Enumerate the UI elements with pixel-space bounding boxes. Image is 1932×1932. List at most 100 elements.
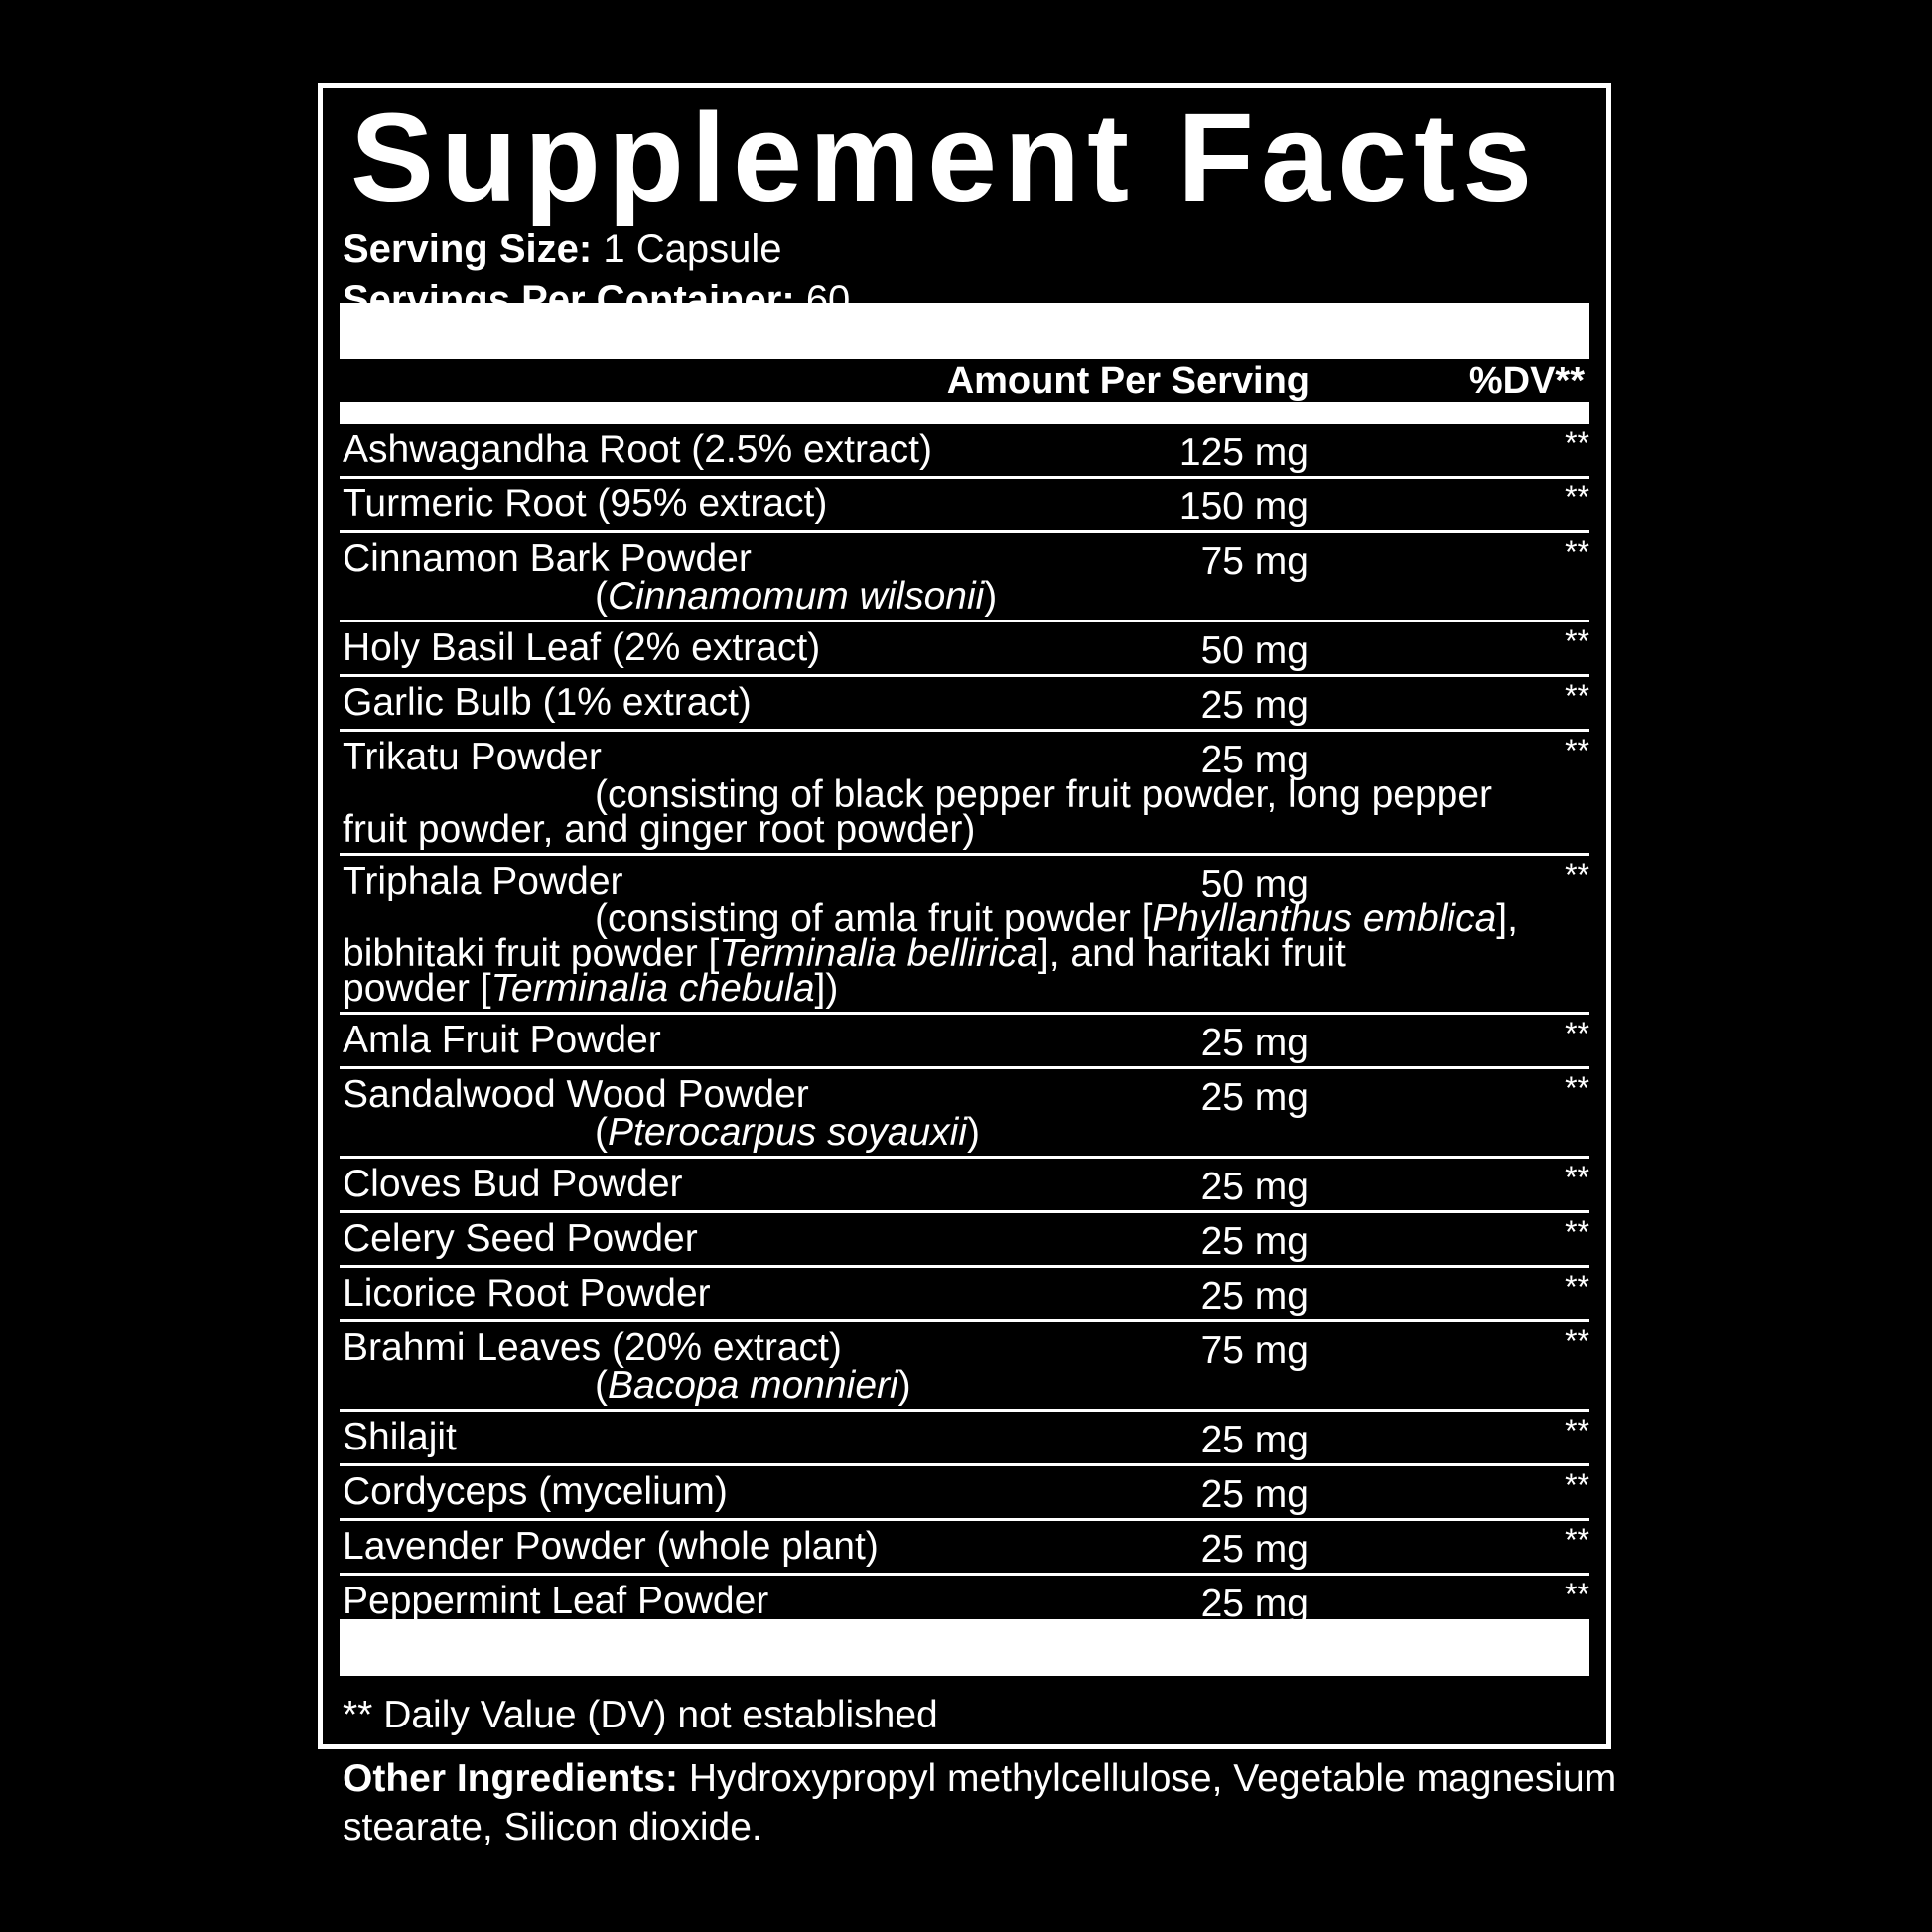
detail-text: ( [595, 1111, 608, 1154]
detail-text: bibhitaki fruit powder [ [343, 932, 720, 975]
ingredient-amount: 25 mg [1200, 1166, 1309, 1208]
ingredient-row: Lavender Powder (whole plant) 25 mg ** [340, 1521, 1589, 1576]
ingredient-row: Turmeric Root (95% extract) 150 mg ** [340, 479, 1589, 533]
botanical-name: Terminalia chebula [490, 967, 815, 1010]
detail-text: powder [ [343, 967, 491, 1010]
ingredient-dv: ** [1565, 857, 1589, 893]
detail-text: ) [897, 1364, 911, 1407]
ingredient-amount: 25 mg [1200, 684, 1309, 727]
botanical-name: Pterocarpus soyauxii [608, 1111, 968, 1154]
ingredient-amount: 75 mg [1200, 540, 1309, 583]
detail-text: (consisting of black pepper fruit powder… [595, 773, 1493, 816]
ingredient-name: Triphala Powder [343, 860, 623, 902]
botanical-name: Phyllanthus emblica [1152, 897, 1497, 940]
other-ingredients-value: Hydroxypropyl methylcellulose, Vegetable… [343, 1757, 1617, 1849]
ingredient-detail-line: bibhitaki fruit powder [Terminalia belli… [343, 934, 1589, 973]
detail-text: ( [595, 1364, 608, 1407]
ingredient-amount: 75 mg [1200, 1329, 1309, 1372]
ingredient-detail-line: powder [Terminalia chebula]) [343, 969, 1589, 1008]
detail-text: ], [1496, 897, 1518, 940]
ingredient-row: Celery Seed Powder 25 mg ** [340, 1213, 1589, 1268]
ingredient-detail-line: (Bacopa monnieri) [343, 1366, 1589, 1405]
ingredient-name: Lavender Powder (whole plant) [343, 1525, 879, 1568]
serving-size: Serving Size: 1 Capsule [343, 226, 781, 272]
ingredient-detail-line: fruit powder, and ginger root powder) [343, 810, 1589, 849]
ingredient-amount: 50 mg [1200, 629, 1309, 672]
other-ingredients-label: Other Ingredients: [343, 1757, 679, 1800]
ingredient-detail-line: (consisting of black pepper fruit powder… [343, 775, 1589, 814]
ingredient-dv: ** [1565, 1577, 1589, 1612]
ingredient-amount: 25 mg [1200, 1528, 1309, 1571]
ingredient-table: Ashwagandha Root (2.5% extract) 125 mg ** T… [340, 424, 1589, 1627]
ingredient-dv: ** [1565, 1522, 1589, 1558]
detail-text: fruit powder, and ginger root powder) [343, 808, 976, 851]
ingredient-name: Licorice Root Powder [343, 1272, 711, 1314]
serving-size-value: 1 Capsule [603, 227, 782, 271]
ingredient-amount: 25 mg [1200, 1583, 1309, 1625]
ingredient-dv: ** [1565, 1467, 1589, 1503]
serving-size-label: Serving Size: [343, 227, 593, 271]
ingredient-dv: ** [1565, 480, 1589, 515]
botanical-name: Bacopa monnieri [608, 1364, 898, 1407]
ingredient-row: Shilajit 25 mg ** [340, 1412, 1589, 1466]
bottom-thick-divider [340, 1619, 1589, 1676]
ingredient-row: Brahmi Leaves (20% extract) (Bacopa monni… [340, 1322, 1589, 1412]
ingredient-row: Sandalwood Wood Powder (Pterocarpus soyau… [340, 1069, 1589, 1159]
ingredient-dv: ** [1565, 1269, 1589, 1305]
ingredient-name: Cinnamon Bark Powder [343, 537, 752, 580]
daily-value-header: %DV** [1468, 360, 1585, 402]
ingredient-dv: ** [1565, 678, 1589, 714]
ingredient-amount: 125 mg [1178, 431, 1309, 474]
ingredient-row: Garlic Bulb (1% extract) 25 mg ** [340, 677, 1589, 732]
ingredient-dv: ** [1565, 534, 1589, 570]
ingredient-row: Ashwagandha Root (2.5% extract) 125 mg ** [340, 424, 1589, 479]
ingredient-amount: 25 mg [1200, 739, 1309, 781]
ingredient-name: Celery Seed Powder [343, 1217, 698, 1260]
ingredient-dv: ** [1565, 1214, 1589, 1250]
botanical-name: Terminalia bellirica [719, 932, 1038, 975]
ingredient-dv: ** [1565, 1070, 1589, 1106]
amount-per-serving-header: Amount Per Serving [946, 360, 1310, 402]
ingredient-amount: 25 mg [1200, 1419, 1309, 1461]
detail-text: ], and haritaki fruit [1037, 932, 1346, 975]
ingredient-dv: ** [1565, 1413, 1589, 1449]
ingredient-dv: ** [1565, 623, 1589, 659]
ingredient-amount: 25 mg [1200, 1022, 1309, 1064]
ingredient-name: Cloves Bud Powder [343, 1163, 683, 1205]
detail-text: ]) [814, 967, 839, 1010]
supplement-facts-panel: Supplement Facts Serving Size: 1 Capsule… [318, 83, 1611, 1749]
ingredient-dv: ** [1565, 733, 1589, 768]
detail-text: ( [595, 575, 608, 618]
ingredient-detail-line: (consisting of amla fruit powder [Phylla… [343, 899, 1589, 938]
ingredient-row: Cinnamon Bark Powder (Cinnamomum wilsonii… [340, 533, 1589, 622]
ingredient-name: Amla Fruit Powder [343, 1019, 661, 1061]
ingredient-name: Brahmi Leaves (20% extract) [343, 1326, 842, 1369]
ingredient-dv: ** [1565, 425, 1589, 461]
ingredient-row: Licorice Root Powder 25 mg ** [340, 1268, 1589, 1322]
ingredient-row: Holy Basil Leaf (2% extract) 50 mg ** [340, 622, 1589, 677]
ingredient-dv: ** [1565, 1160, 1589, 1195]
ingredient-row: Cordyceps (mycelium) 25 mg ** [340, 1466, 1589, 1521]
ingredient-name: Turmeric Root (95% extract) [343, 483, 828, 525]
ingredient-name: Trikatu Powder [343, 736, 602, 778]
ingredient-amount: 25 mg [1200, 1220, 1309, 1263]
detail-text: ) [967, 1111, 981, 1154]
ingredient-name: Garlic Bulb (1% extract) [343, 681, 752, 724]
ingredient-row: Triphala Powder (consisting of amla fruit… [340, 856, 1589, 1015]
ingredient-name: Shilajit [343, 1416, 457, 1458]
ingredient-amount: 25 mg [1200, 1275, 1309, 1317]
footnote: ** Daily Value (DV) not established [343, 1694, 938, 1736]
ingredient-name: Holy Basil Leaf (2% extract) [343, 626, 821, 669]
botanical-name: Cinnamomum wilsonii [608, 575, 985, 618]
ingredient-name: Peppermint Leaf Powder [343, 1580, 769, 1622]
ingredient-name: Sandalwood Wood Powder [343, 1073, 809, 1116]
ingredient-amount: 150 mg [1178, 485, 1309, 528]
ingredient-name: Ashwagandha Root (2.5% extract) [343, 428, 932, 471]
ingredient-row: Peppermint Leaf Powder 25 mg ** [340, 1576, 1589, 1627]
ingredient-amount: 25 mg [1200, 1473, 1309, 1516]
detail-text: (consisting of amla fruit powder [ [595, 897, 1153, 940]
ingredient-row: Amla Fruit Powder 25 mg ** [340, 1015, 1589, 1069]
ingredient-row: Cloves Bud Powder 25 mg ** [340, 1159, 1589, 1213]
medium-divider [340, 402, 1589, 424]
detail-text: ) [984, 575, 998, 618]
